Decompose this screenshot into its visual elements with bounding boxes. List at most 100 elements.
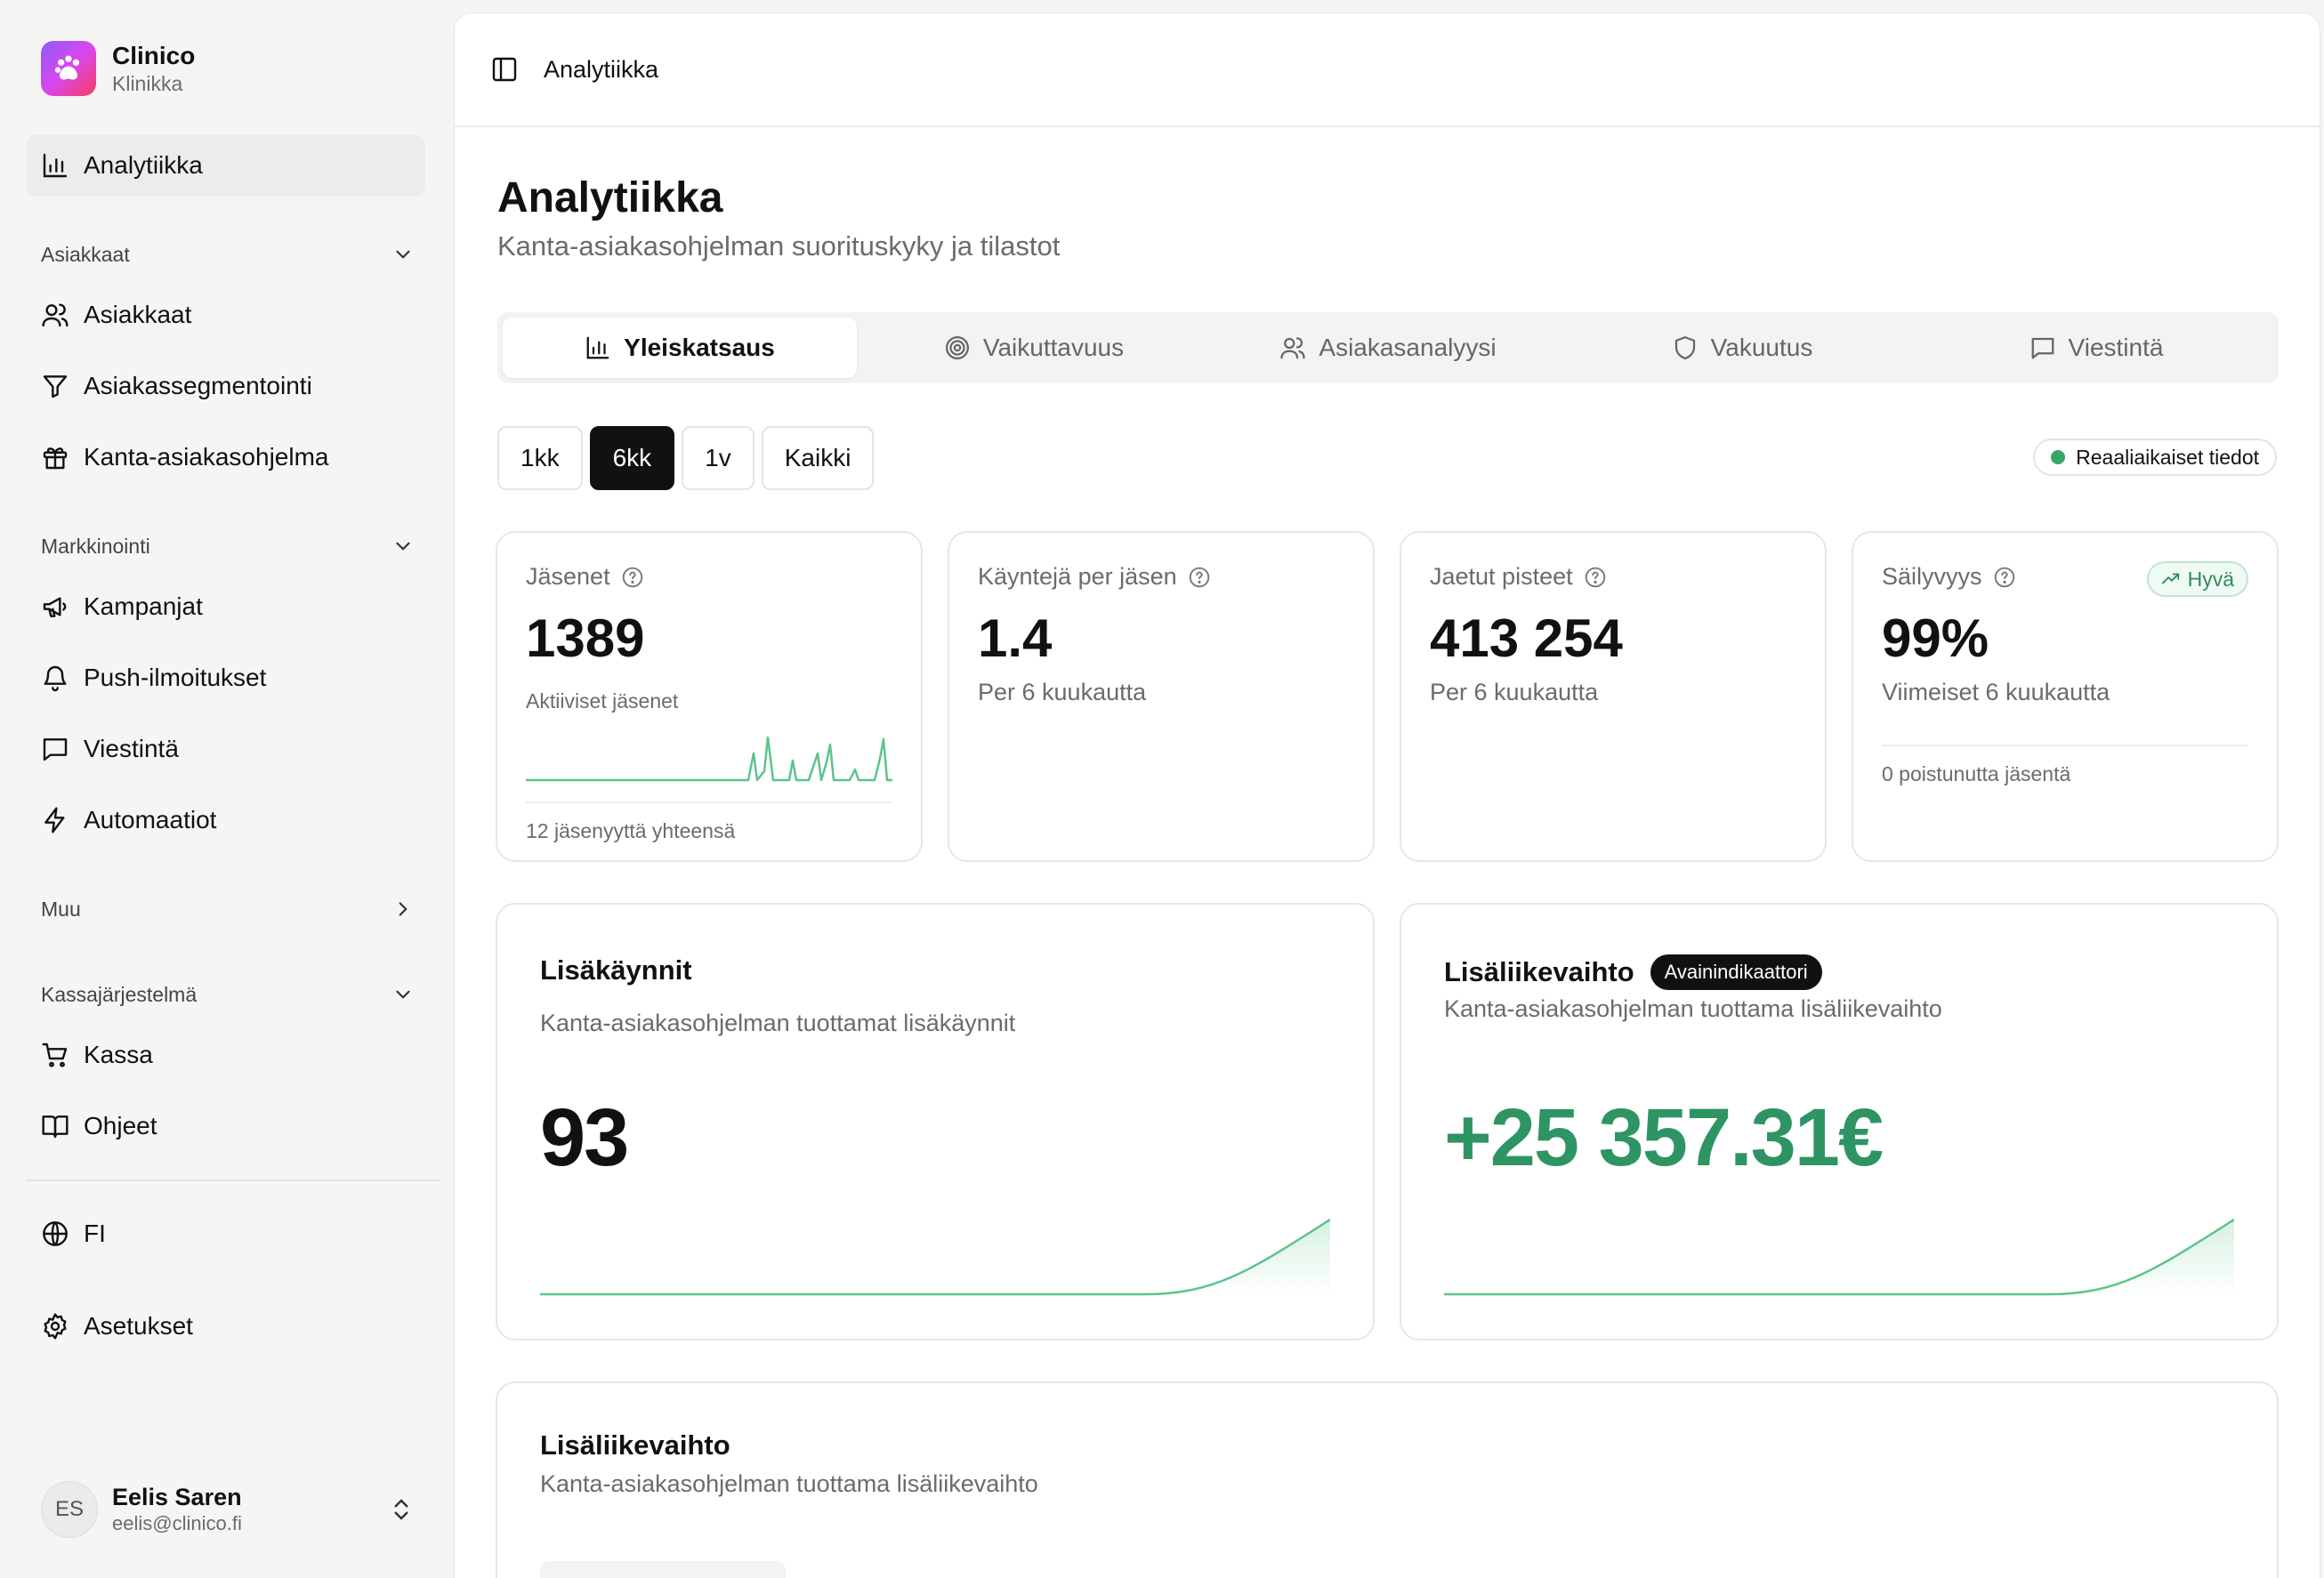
visits-label: Käyntejä per jäsen [978,563,1177,590]
section-label: Asiakkaat [41,242,130,266]
message-square-icon [2031,337,2054,359]
section-pos-toggle[interactable]: Kassajärjestelmä [41,977,415,1012]
megaphone-icon [41,592,69,621]
page-title: Analytiikka [497,174,723,221]
gift-icon [41,443,69,471]
sidebar-item-guides[interactable]: Ohjeet [27,1095,425,1157]
paw-logo-icon [41,41,96,96]
brand-subtitle: Klinikka [112,72,183,95]
language-selector[interactable]: FI [27,1203,425,1265]
chevron-right-icon [399,902,408,916]
sidebar-item-label: Asiakkaat [84,301,192,328]
extra-visits-title: Lisäkäynnit [540,954,692,986]
sidebar-item-label: Viestintä [84,735,179,762]
sidebar-item-checkout[interactable]: Kassa [27,1024,425,1086]
help-circle-icon[interactable] [1188,566,1211,589]
retention-card: Säilyvyys Hyvä 99% Viimeiset 6 kuukautta… [1852,531,2279,862]
revenue-section-tab[interactable] [540,1561,786,1578]
sidebar-item-settings[interactable]: Asetukset [27,1295,425,1357]
shield-icon [1674,336,1695,359]
visits-sub: Per 6 kuukautta [978,679,1147,705]
bar-chart-icon [586,336,609,359]
sidebar-divider [27,1179,440,1181]
sidebar-item-label: Kanta-asiakasohjelma [84,443,329,471]
help-circle-icon[interactable] [1584,566,1607,589]
live-dot-icon [2051,450,2066,464]
sidebar-item-messaging[interactable]: Viestintä [27,718,425,780]
message-square-icon [41,735,69,763]
retention-label: Säilyvyys [1882,563,1982,590]
sidebar-item-label: Kassa [84,1041,153,1068]
points-value: 413 254 [1430,608,1623,668]
extra-visits-subtitle: Kanta-asiakasohjelman tuottamat lisäkäyn… [540,1010,1016,1036]
gear-icon [41,1312,69,1340]
brand[interactable]: Clinico Klinikka [41,41,195,96]
tab-label: Vakuutus [1710,334,1813,361]
tab-effectiveness[interactable]: Vaikuttavuus [857,318,1211,378]
sidebar-item-loyalty[interactable]: Kanta-asiakasohjelma [27,426,425,488]
revenue-section-card: Lisäliikevaihto Kanta-asiakasohjelman tu… [496,1381,2279,1578]
sidebar-item-label: Analytiikka [84,151,203,179]
user-name: Eelis Saren [112,1484,242,1510]
sidebar-item-push[interactable]: Push-ilmoitukset [27,647,425,709]
retention-value: 99% [1882,608,1989,668]
sidebar-item-automations[interactable]: Automaatiot [27,789,425,851]
section-customers-toggle[interactable]: Asiakkaat [41,237,415,272]
tab-label: Yleiskatsaus [624,334,775,361]
avatar: ES [41,1481,98,1538]
range-all-button[interactable]: Kaikki [761,426,875,490]
book-open-icon [41,1112,69,1140]
members-value: 1389 [526,608,645,668]
range-1kk-button[interactable]: 1kk [497,426,583,490]
members-footer: 12 jäsenyyttä yhteensä [526,819,736,842]
sidebar-item-analytics[interactable]: Analytiikka [27,134,425,197]
sidebar-item-campaigns[interactable]: Kampanjat [27,576,425,638]
live-label: Reaaliaikaiset tiedot [2076,445,2259,469]
time-range-selector: 1kk 6kk 1v Kaikki [497,426,881,490]
user-menu[interactable]: ES Eelis Saren eelis@clinico.fi [41,1478,415,1541]
members-sub: Aktiiviset jäsenet [526,689,679,713]
sidebar-item-label: Ohjeet [84,1112,157,1139]
chevron-down-icon [396,250,410,259]
tab-customer-analysis[interactable]: Asiakasanalyysi [1211,318,1565,378]
members-label-row: Jäsenet [526,563,644,591]
extra-revenue-title: Lisäliikevaihto [1444,956,1634,987]
tab-insurance[interactable]: Vakuutus [1565,318,1919,378]
points-label: Jaetut pisteet [1430,563,1573,590]
help-circle-icon[interactable] [621,566,644,589]
main-panel: Analytiikka Analytiikka Kanta-asiakasohj… [454,12,2320,1578]
trending-up-icon [2161,573,2179,584]
breadcrumb: Analytiikka [544,55,659,83]
retention-label-row: Säilyvyys [1882,563,2016,591]
sidebar-toggle-icon[interactable] [490,55,519,84]
extra-revenue-card: Lisäliikevaihto Avainindikaattori Kanta-… [1400,903,2279,1340]
extra-visits-value: 93 [540,1092,629,1183]
chevrons-up-down-icon [394,1499,408,1520]
help-circle-icon[interactable] [1993,566,2016,589]
members-label: Jäsenet [526,563,610,590]
retention-status-badge: Hyvä [2146,561,2248,597]
tab-overview[interactable]: Yleiskatsaus [503,318,857,378]
section-label: Markkinointi [41,534,150,558]
members-card: Jäsenet 1389 Aktiiviset jäsenet 12 jäsen… [496,531,923,862]
lightning-icon [41,806,69,834]
tab-label: Vaikuttavuus [982,334,1125,361]
visits-per-member-card: Käyntejä per jäsen 1.4 Per 6 kuukautta [948,531,1375,862]
extra-revenue-title-row: Lisäliikevaihto Avainindikaattori [1444,954,1822,990]
retention-footer: 0 poistunutta jäsentä [1882,762,2071,785]
sidebar-item-customers[interactable]: Asiakkaat [27,284,425,346]
live-data-badge: Reaaliaikaiset tiedot [2033,439,2277,476]
section-other-toggle[interactable]: Muu [41,891,415,927]
range-1v-button[interactable]: 1v [682,426,754,490]
tab-messaging[interactable]: Viestintä [1919,318,2273,378]
sidebar-item-label: Asetukset [84,1312,193,1340]
range-6kk-button[interactable]: 6kk [589,426,675,490]
retention-badge-label: Hyvä [2187,567,2234,591]
section-marketing-toggle[interactable]: Markkinointi [41,528,415,564]
sidebar: Clinico Klinikka Analytiikka Asiakkaat A… [0,0,454,1578]
sidebar-item-label: Push-ilmoitukset [84,664,267,691]
sidebar-item-label: Kampanjat [84,592,203,620]
sidebar-item-segmentation[interactable]: Asiakassegmentointi [27,355,425,417]
brand-name: Clinico [112,42,196,69]
visits-value: 1.4 [978,608,1053,668]
